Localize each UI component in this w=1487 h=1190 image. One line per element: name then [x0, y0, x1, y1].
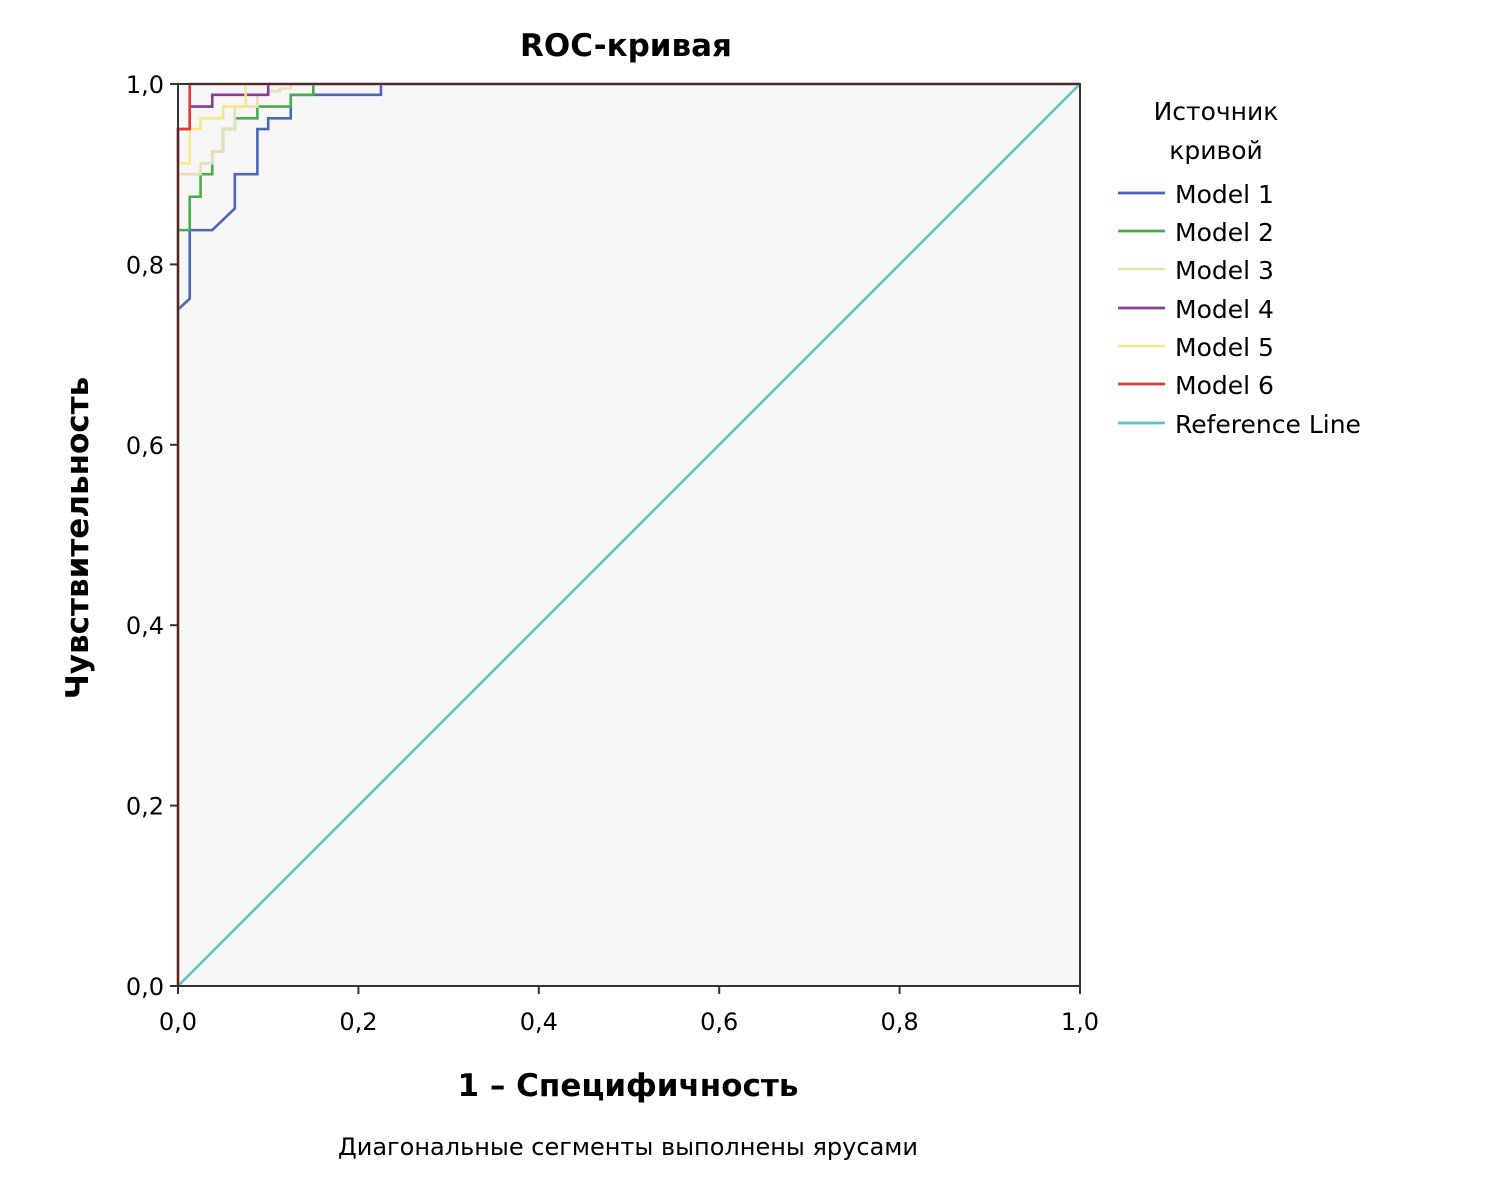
legend-label-model-2: Model 2 [1175, 218, 1274, 247]
chart-title: ROC-кривая [520, 28, 732, 64]
x-axis-label: 1 – Специфичность [458, 1068, 799, 1104]
x-tick-label: 0,0 [159, 1008, 197, 1036]
series-line-model-1 [176, 82, 1080, 986]
y-axis-ticks: 0,0 0,2 0,4 0,6 0,8 1,0 [126, 71, 178, 1001]
x-tick-label: 0,2 [339, 1008, 377, 1036]
x-tick-label: 0,4 [520, 1008, 558, 1036]
legend-label-reference-line: Reference Line [1175, 410, 1361, 439]
legend-label-model-6: Model 6 [1175, 371, 1274, 400]
x-axis-ticks: 0,0 0,2 0,4 0,6 0,8 1,0 [159, 986, 1099, 1036]
footnote: Диагональные сегменты выполнены ярусами [338, 1133, 918, 1161]
y-tick-label: 0,6 [126, 432, 164, 460]
y-tick-label: 0,2 [126, 793, 164, 821]
legend-label-model-4: Model 4 [1175, 295, 1274, 324]
plot-frame [177, 83, 1081, 987]
y-axis-label: Чувствительность [60, 377, 96, 700]
series-line-model-5 [176, 82, 1080, 986]
y-tick-label: 1,0 [126, 71, 164, 99]
series-line-reference-line [177, 83, 1081, 987]
legend-label-model-1: Model 1 [1175, 180, 1274, 209]
legend-title-line-2: кривой [1169, 136, 1263, 165]
y-tick-label: 0,4 [126, 612, 164, 640]
y-tick-label: 0,8 [126, 251, 164, 279]
x-tick-label: 0,6 [700, 1008, 738, 1036]
x-tick-label: 0,8 [881, 1008, 919, 1036]
legend-items: Model 1 Model 2 Model 3 Model 4 Model 5 Model… [1118, 180, 1361, 439]
x-tick-label: 1,0 [1061, 1008, 1099, 1036]
legend-label-model-3: Model 3 [1175, 256, 1274, 285]
legend-title-line-1: Источник [1154, 97, 1279, 126]
legend-label-model-5: Model 5 [1175, 333, 1274, 362]
y-tick-label: 0,0 [126, 973, 164, 1001]
